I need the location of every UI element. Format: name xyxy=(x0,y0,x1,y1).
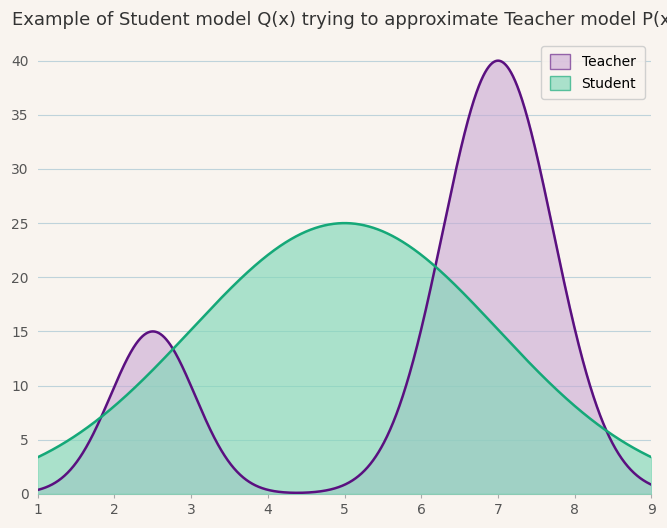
Title: Example of Student model Q(x) trying to approximate Teacher model P(x): Example of Student model Q(x) trying to … xyxy=(12,11,667,29)
Legend: Teacher, Student: Teacher, Student xyxy=(542,46,644,99)
